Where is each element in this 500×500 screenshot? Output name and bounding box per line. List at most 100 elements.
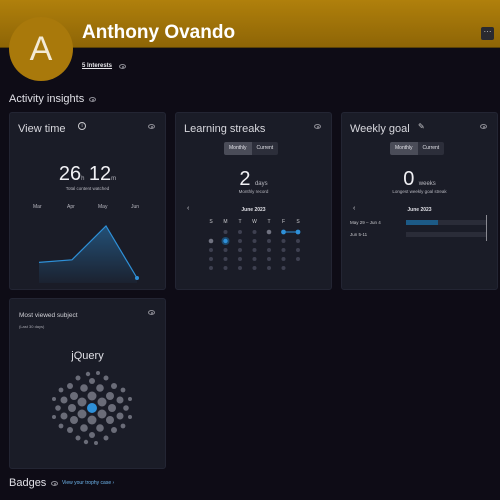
subject-bubble[interactable]	[67, 427, 73, 433]
calendar-day[interactable]	[223, 266, 228, 270]
subject-bubble[interactable]	[68, 404, 76, 412]
subject-bubble[interactable]	[103, 375, 109, 381]
subject-bubble[interactable]	[106, 416, 114, 424]
calendar-day[interactable]	[267, 248, 271, 252]
subject-bubble[interactable]	[111, 383, 117, 389]
trophy-case-link[interactable]: View your trophy case ›	[62, 480, 114, 486]
current-toggle[interactable]: Current	[251, 142, 279, 155]
eye-icon[interactable]	[89, 97, 96, 102]
subject-bubble[interactable]	[87, 415, 97, 425]
subject-bubble[interactable]	[58, 387, 64, 393]
calendar-day[interactable]	[252, 257, 257, 261]
subject-bubble[interactable]	[128, 397, 132, 401]
view-time-total: 26h 12m	[10, 163, 165, 186]
calendar-day[interactable]	[267, 257, 271, 261]
subject-bubble[interactable]	[97, 397, 107, 407]
calendar-day[interactable]	[281, 239, 286, 243]
subject-bubble[interactable]	[89, 378, 95, 384]
subject-bubble[interactable]	[120, 387, 126, 393]
calendar-day[interactable]	[281, 266, 286, 270]
calendar-day[interactable]	[208, 238, 214, 244]
subject-bubble[interactable]	[75, 375, 81, 381]
subject-bubble[interactable]	[96, 424, 104, 432]
eye-icon[interactable]	[148, 124, 155, 129]
calendar-day[interactable]	[281, 257, 286, 261]
subject-bubble[interactable]	[116, 412, 124, 420]
calendar-day-streak[interactable]	[295, 229, 301, 235]
subject-bubble[interactable]	[96, 384, 104, 392]
subject-bubble[interactable]	[52, 397, 56, 401]
interests-link[interactable]: 5 Interests	[82, 63, 113, 69]
subject-bubble[interactable]	[96, 371, 100, 375]
subject-bubble[interactable]	[89, 432, 95, 438]
more-options-button[interactable]: ···	[481, 27, 494, 40]
calendar-day[interactable]	[238, 248, 242, 252]
subject-bubble[interactable]	[128, 415, 132, 419]
subject-bubble[interactable]	[87, 403, 97, 413]
subject-bubble[interactable]	[103, 435, 109, 441]
pencil-icon[interactable]: ✎	[418, 122, 425, 131]
subject-bubble[interactable]	[55, 405, 61, 411]
calendar-day[interactable]	[223, 257, 228, 261]
subject-bubble[interactable]	[108, 404, 116, 412]
subject-bubble[interactable]	[67, 383, 73, 389]
subject-bubble[interactable]	[77, 409, 87, 419]
subject-bubble[interactable]	[75, 435, 81, 441]
calendar-day[interactable]	[267, 266, 271, 270]
monthly-toggle[interactable]: Monthly	[224, 142, 252, 155]
subject-bubble[interactable]	[77, 397, 87, 407]
calendar-day[interactable]	[223, 248, 228, 252]
subject-bubble[interactable]	[80, 424, 88, 432]
eye-icon[interactable]	[119, 64, 126, 69]
calendar-day[interactable]	[209, 257, 213, 261]
subject-bubble[interactable]	[60, 412, 68, 420]
calendar-day[interactable]	[238, 230, 242, 234]
calendar-prev-arrow[interactable]: ‹	[187, 205, 190, 212]
calendar-day[interactable]	[296, 239, 300, 243]
calendar-day[interactable]	[296, 257, 300, 261]
calendar-day-streak[interactable]	[281, 229, 286, 235]
subject-bubble[interactable]	[70, 416, 78, 424]
current-toggle[interactable]: Current	[417, 142, 445, 155]
calendar-day[interactable]	[281, 248, 286, 252]
calendar-day[interactable]	[252, 230, 257, 234]
subject-bubble[interactable]	[123, 405, 129, 411]
card-subtitle: (Last 30 days)	[19, 324, 45, 329]
calendar-day[interactable]	[252, 266, 257, 270]
subject-bubble[interactable]	[97, 409, 107, 419]
calendar-day[interactable]	[209, 266, 213, 270]
weekday-label: S	[209, 219, 213, 225]
calendar-day[interactable]	[238, 239, 242, 243]
eye-icon[interactable]	[148, 310, 155, 315]
calendar-day[interactable]	[223, 230, 228, 234]
calendar-day[interactable]	[209, 248, 213, 252]
subject-bubble[interactable]	[111, 427, 117, 433]
calendar-day[interactable]	[296, 248, 300, 252]
subject-bubble[interactable]	[58, 423, 64, 429]
calendar-day[interactable]	[238, 266, 242, 270]
subject-bubble[interactable]	[80, 384, 88, 392]
calendar-day[interactable]	[238, 257, 242, 261]
subject-bubble[interactable]	[85, 371, 91, 377]
calendar-day[interactable]	[267, 239, 271, 243]
calendar-day[interactable]	[252, 248, 257, 252]
monthly-toggle[interactable]: Monthly	[390, 142, 418, 155]
calendar-prev-arrow[interactable]: ‹	[353, 205, 356, 212]
info-icon[interactable]: i	[78, 122, 86, 130]
subject-bubble[interactable]	[70, 392, 78, 400]
subject-bubble[interactable]	[94, 441, 98, 445]
eye-icon[interactable]	[314, 124, 321, 129]
eye-icon[interactable]	[480, 124, 487, 129]
subject-bubble[interactable]	[83, 439, 89, 445]
calendar-day[interactable]	[252, 239, 257, 243]
subject-bubble[interactable]	[87, 391, 97, 401]
view-time-point	[135, 276, 139, 280]
subject-bubble[interactable]	[52, 415, 56, 419]
subject-bubble[interactable]	[106, 392, 114, 400]
subject-bubble[interactable]	[60, 396, 68, 404]
subject-bubble[interactable]	[120, 423, 126, 429]
subject-bubble[interactable]	[116, 396, 124, 404]
eye-icon[interactable]	[51, 481, 58, 486]
calendar-day-today[interactable]	[223, 238, 228, 244]
calendar-day[interactable]	[266, 229, 272, 235]
